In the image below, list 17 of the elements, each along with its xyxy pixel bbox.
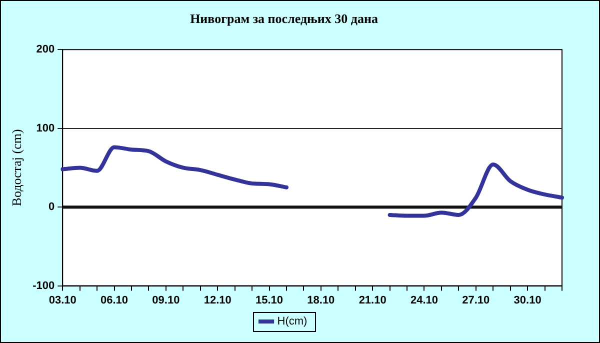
x-tick-label: 03.10 [48,294,76,306]
y-axis-title: Водостај (cm) [9,129,24,206]
x-tick-label: 06.10 [100,294,128,306]
x-tick-label: 21.10 [358,294,386,306]
y-tick-label: 200 [36,44,55,56]
x-tick-label: 27.10 [462,294,490,306]
x-tick-label: 12.10 [204,294,232,306]
x-tick-label: 09.10 [152,294,180,306]
x-tick-label: 24.10 [410,294,438,306]
x-tick-label: 30.10 [514,294,542,306]
y-tick-label: -100 [32,280,55,292]
chart-title: Нивограм за последњих 30 дана [190,11,378,26]
y-tick-label: 100 [36,122,55,134]
x-tick-label: 15.10 [255,294,284,306]
y-tick-label: 0 [48,201,55,214]
x-tick-label: 18.10 [307,294,335,306]
legend-label: H(cm) [277,316,308,328]
